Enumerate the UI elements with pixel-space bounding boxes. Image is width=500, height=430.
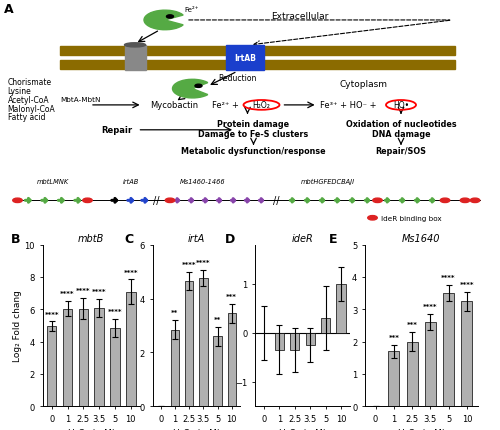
Text: ****: **** xyxy=(44,311,59,317)
Text: **: ** xyxy=(172,310,178,316)
Text: Damage to Fe-S clusters: Damage to Fe-S clusters xyxy=(198,129,308,138)
Bar xyxy=(185,281,194,406)
Wedge shape xyxy=(172,80,208,98)
Bar xyxy=(336,284,345,333)
Text: ****: **** xyxy=(76,288,90,293)
Text: ****: **** xyxy=(182,261,196,267)
Bar xyxy=(110,328,120,406)
Text: Ms1460-1466: Ms1460-1466 xyxy=(180,178,226,184)
Circle shape xyxy=(470,199,480,203)
Bar xyxy=(126,292,136,406)
Text: //: // xyxy=(153,195,159,206)
Circle shape xyxy=(165,199,175,203)
Bar xyxy=(78,309,88,406)
Bar xyxy=(124,46,146,71)
Bar xyxy=(321,318,330,333)
Text: //: // xyxy=(273,195,279,206)
Text: Repair/SOS: Repair/SOS xyxy=(376,147,426,156)
Title: irtA: irtA xyxy=(188,233,205,243)
Bar xyxy=(214,336,222,406)
X-axis label: H₂O₂ (mM): H₂O₂ (mM) xyxy=(279,428,326,430)
Text: ****: **** xyxy=(92,288,106,294)
Bar xyxy=(170,330,179,406)
Text: ***: *** xyxy=(226,293,237,299)
Bar xyxy=(47,326,56,406)
Circle shape xyxy=(166,16,173,19)
Circle shape xyxy=(368,216,378,221)
Bar xyxy=(462,301,472,406)
Bar xyxy=(406,342,418,406)
Text: Fe³⁺ + HO⁻ +: Fe³⁺ + HO⁻ + xyxy=(320,101,376,110)
Circle shape xyxy=(83,199,92,203)
Bar xyxy=(443,293,454,406)
Text: mbtHGFEDCBAJI: mbtHGFEDCBAJI xyxy=(300,178,354,184)
Text: Acetyl-CoA: Acetyl-CoA xyxy=(8,95,49,104)
Text: Chorismate: Chorismate xyxy=(8,78,52,87)
Bar xyxy=(60,61,455,70)
Text: ***: *** xyxy=(406,321,418,327)
Bar xyxy=(228,313,236,406)
Text: B: B xyxy=(12,232,21,245)
Text: irtAB: irtAB xyxy=(123,178,139,184)
Text: ****: **** xyxy=(108,308,122,314)
X-axis label: H₂O₂ (mM): H₂O₂ (mM) xyxy=(172,428,220,430)
Bar xyxy=(60,47,455,56)
Text: Fatty acid: Fatty acid xyxy=(8,113,45,122)
Text: MbtA-MbtN: MbtA-MbtN xyxy=(60,96,100,102)
Text: ****: **** xyxy=(442,275,456,280)
Text: Malonyl-CoA: Malonyl-CoA xyxy=(8,104,55,114)
Title: ideR: ideR xyxy=(292,233,314,243)
Y-axis label: Log₂ Fold chang: Log₂ Fold chang xyxy=(12,290,22,362)
Text: Fe²⁺ +: Fe²⁺ + xyxy=(212,101,240,110)
X-axis label: H₂O₂ (mM): H₂O₂ (mM) xyxy=(398,428,445,430)
Text: E: E xyxy=(329,232,338,245)
Text: Metabolic dysfunction/response: Metabolic dysfunction/response xyxy=(181,147,326,156)
Ellipse shape xyxy=(124,44,146,48)
X-axis label: H₂O₂ (mM): H₂O₂ (mM) xyxy=(68,428,115,430)
Bar xyxy=(226,46,264,71)
Text: C: C xyxy=(124,232,134,245)
Text: D: D xyxy=(224,232,235,245)
Bar xyxy=(388,352,400,406)
Text: ****: **** xyxy=(124,269,138,275)
Text: Fe²⁺: Fe²⁺ xyxy=(184,7,198,13)
Text: ****: **** xyxy=(196,260,210,266)
Text: H₂O₂: H₂O₂ xyxy=(252,101,270,110)
Text: ****: **** xyxy=(460,281,474,287)
Text: **: ** xyxy=(214,316,221,322)
Title: Ms1640: Ms1640 xyxy=(402,233,440,243)
Circle shape xyxy=(373,199,382,203)
Bar xyxy=(425,322,436,406)
Bar xyxy=(63,309,72,406)
Bar xyxy=(274,333,284,350)
Bar xyxy=(306,333,315,345)
Text: Cytoplasm: Cytoplasm xyxy=(340,80,388,89)
Circle shape xyxy=(460,199,470,203)
Text: IdeR binding box: IdeR binding box xyxy=(381,215,442,221)
Text: Oxidation of nucleotides: Oxidation of nucleotides xyxy=(346,120,457,129)
Text: Extracellular: Extracellular xyxy=(272,12,328,21)
Text: ****: **** xyxy=(423,304,438,310)
Text: mbtLMNK: mbtLMNK xyxy=(36,178,68,184)
Text: A: A xyxy=(4,3,14,16)
Text: ***: *** xyxy=(388,334,400,340)
Text: IrtAB: IrtAB xyxy=(234,54,256,63)
Circle shape xyxy=(195,85,202,88)
Bar xyxy=(199,279,207,406)
Bar xyxy=(94,308,104,406)
Circle shape xyxy=(440,199,450,203)
Bar xyxy=(290,333,300,350)
Text: ****: **** xyxy=(60,291,75,297)
Circle shape xyxy=(13,199,22,203)
Wedge shape xyxy=(144,11,183,31)
Text: HO•: HO• xyxy=(393,101,409,110)
Text: Protein damage: Protein damage xyxy=(218,120,290,129)
Text: Mycobactin: Mycobactin xyxy=(150,101,198,110)
Text: Lysine: Lysine xyxy=(8,87,31,96)
Text: Repair: Repair xyxy=(102,126,132,135)
Text: Reduction: Reduction xyxy=(218,74,256,83)
Text: DNA damage: DNA damage xyxy=(372,129,430,138)
Title: mbtB: mbtB xyxy=(78,233,104,243)
